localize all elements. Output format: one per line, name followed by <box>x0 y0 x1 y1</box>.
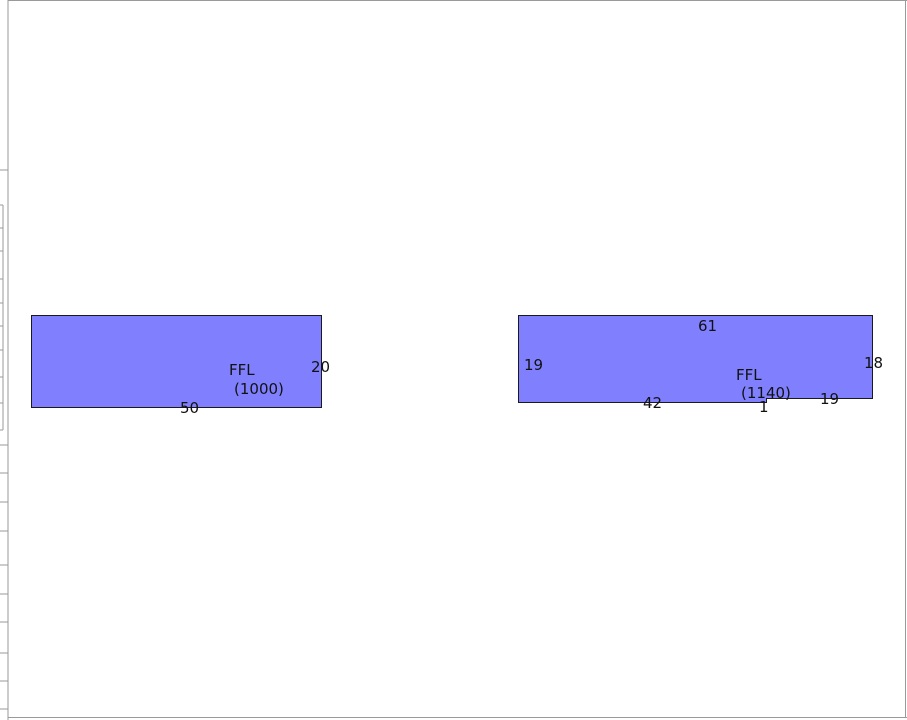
room-right-shape[interactable] <box>518 315 873 403</box>
room-right-ffl-level: (1140) <box>741 384 791 402</box>
room-right-dim-bottom-right: 19 <box>820 390 839 408</box>
room-right[interactable]: 61 19 18 FFL (1140) 42 1 19 <box>518 315 884 417</box>
room-right-dim-right: 18 <box>864 354 883 372</box>
left-ruler <box>0 169 8 710</box>
room-right-dim-bottom-small: 1 <box>759 398 769 416</box>
room-left-dim-bottom: 50 <box>180 399 199 417</box>
room-left-ffl-level: (1000) <box>234 380 284 398</box>
room-left[interactable]: FFL (1000) 20 50 <box>31 315 331 418</box>
room-left-dim-right: 20 <box>311 358 330 376</box>
room-left-shape[interactable] <box>31 315 322 408</box>
room-right-dim-top: 61 <box>698 317 717 335</box>
room-right-dim-left: 19 <box>524 356 543 374</box>
drawing-frame <box>7 0 907 720</box>
room-right-dim-bottom: 42 <box>643 394 662 412</box>
room-right-ffl-label: FFL <box>736 366 762 384</box>
room-left-ffl-label: FFL <box>229 361 255 379</box>
